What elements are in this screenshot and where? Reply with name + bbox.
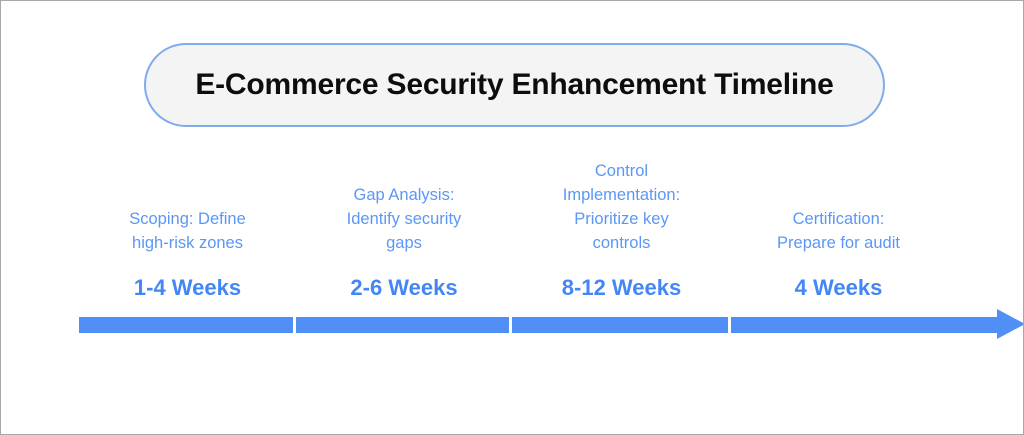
timeline-segment-3 <box>512 317 728 333</box>
timeline-segment-1 <box>79 317 293 333</box>
milestone-description: Scoping: Define high-risk zones <box>129 210 246 252</box>
milestone-2: Gap Analysis: Identify security gaps 2-6… <box>296 141 512 301</box>
milestone-3: Control Implementation: Prioritize key c… <box>512 141 731 301</box>
arrow-head-icon <box>997 309 1023 339</box>
milestone-duration: 2-6 Weeks <box>350 275 458 300</box>
timeline-segment-2 <box>296 317 509 333</box>
milestone-duration: 4 Weeks <box>794 275 883 300</box>
title-banner: E-Commerce Security Enhancement Timeline <box>144 43 885 127</box>
milestone-description: Control Implementation: Prioritize key c… <box>562 162 681 252</box>
page-title: E-Commerce Security Enhancement Timeline <box>195 68 834 101</box>
milestone-1: Scoping: Define high-risk zones 1-4 Week… <box>79 141 296 301</box>
timeline-segment-4 <box>731 317 998 333</box>
milestone-4: Certification: Prepare for audit 4 Weeks <box>731 141 946 301</box>
milestone-description: Certification: Prepare for audit <box>777 210 900 252</box>
milestone-duration: 1-4 Weeks <box>133 275 242 300</box>
timeline-arrow <box>79 309 1023 343</box>
milestone-duration: 8-12 Weeks <box>561 275 682 300</box>
milestone-description: Gap Analysis: Identify security gaps <box>346 186 462 252</box>
milestone-group: Scoping: Define high-risk zones 1-4 Week… <box>79 141 946 301</box>
